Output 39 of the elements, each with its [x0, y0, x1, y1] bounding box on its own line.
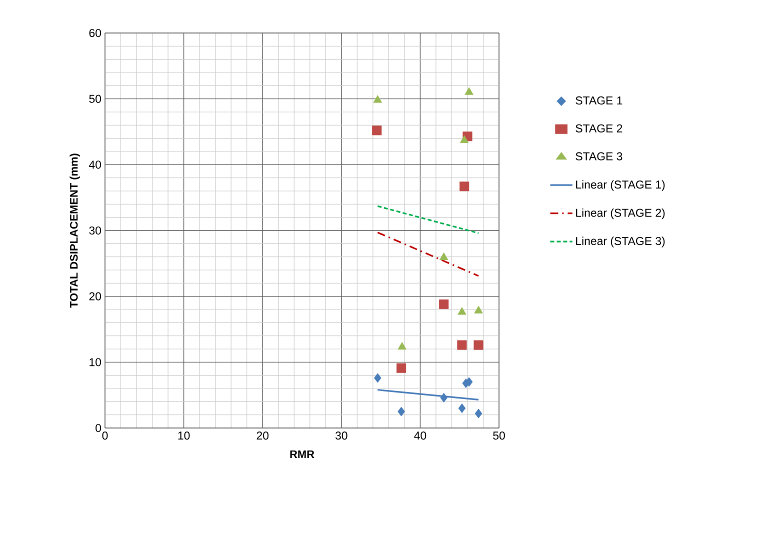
x-tick-label: 30 [335, 432, 348, 440]
point [474, 306, 483, 314]
point [396, 363, 406, 373]
point [460, 182, 470, 192]
point [464, 87, 474, 95]
point [398, 342, 406, 350]
point [460, 135, 469, 143]
y-tick-label: 30 [89, 226, 102, 235]
point [440, 392, 448, 402]
y-tick-label: 50 [89, 94, 102, 103]
point [373, 95, 382, 103]
point [458, 403, 466, 414]
point [372, 126, 382, 136]
point [457, 340, 467, 350]
y-tick-label: 40 [89, 160, 102, 169]
x-tick-label: 0 [102, 432, 108, 440]
legend-label: Linear (STAGE 1) [576, 180, 665, 191]
x-axis-title: RMR [290, 450, 314, 458]
y-tick-label: 20 [89, 292, 102, 300]
y-tick-label: 0 [96, 424, 102, 432]
y-tick-label: 10 [90, 358, 102, 366]
point [374, 373, 382, 383]
point [474, 340, 484, 350]
legend-label: STAGE 3 [576, 152, 622, 160]
x-tick-label: 10 [178, 432, 190, 440]
legend-label: Linear (STAGE 2) [576, 208, 665, 220]
x-tick-label: 20 [256, 432, 269, 440]
legend-label: STAGE 1 [576, 96, 622, 105]
y-tick-label: 60 [89, 28, 102, 38]
legend-label: STAGE 2 [576, 124, 622, 132]
legend-label: Linear (STAGE 3) [576, 236, 665, 248]
y-axis-title: TOTAL DSIPLACEMENT (mm) [70, 154, 80, 308]
x-tick-label: 40 [414, 432, 426, 440]
point [398, 406, 405, 416]
point [440, 252, 448, 260]
point [439, 299, 449, 310]
x-tick-label: 50 [493, 432, 505, 440]
point [458, 307, 466, 315]
point [474, 408, 482, 418]
